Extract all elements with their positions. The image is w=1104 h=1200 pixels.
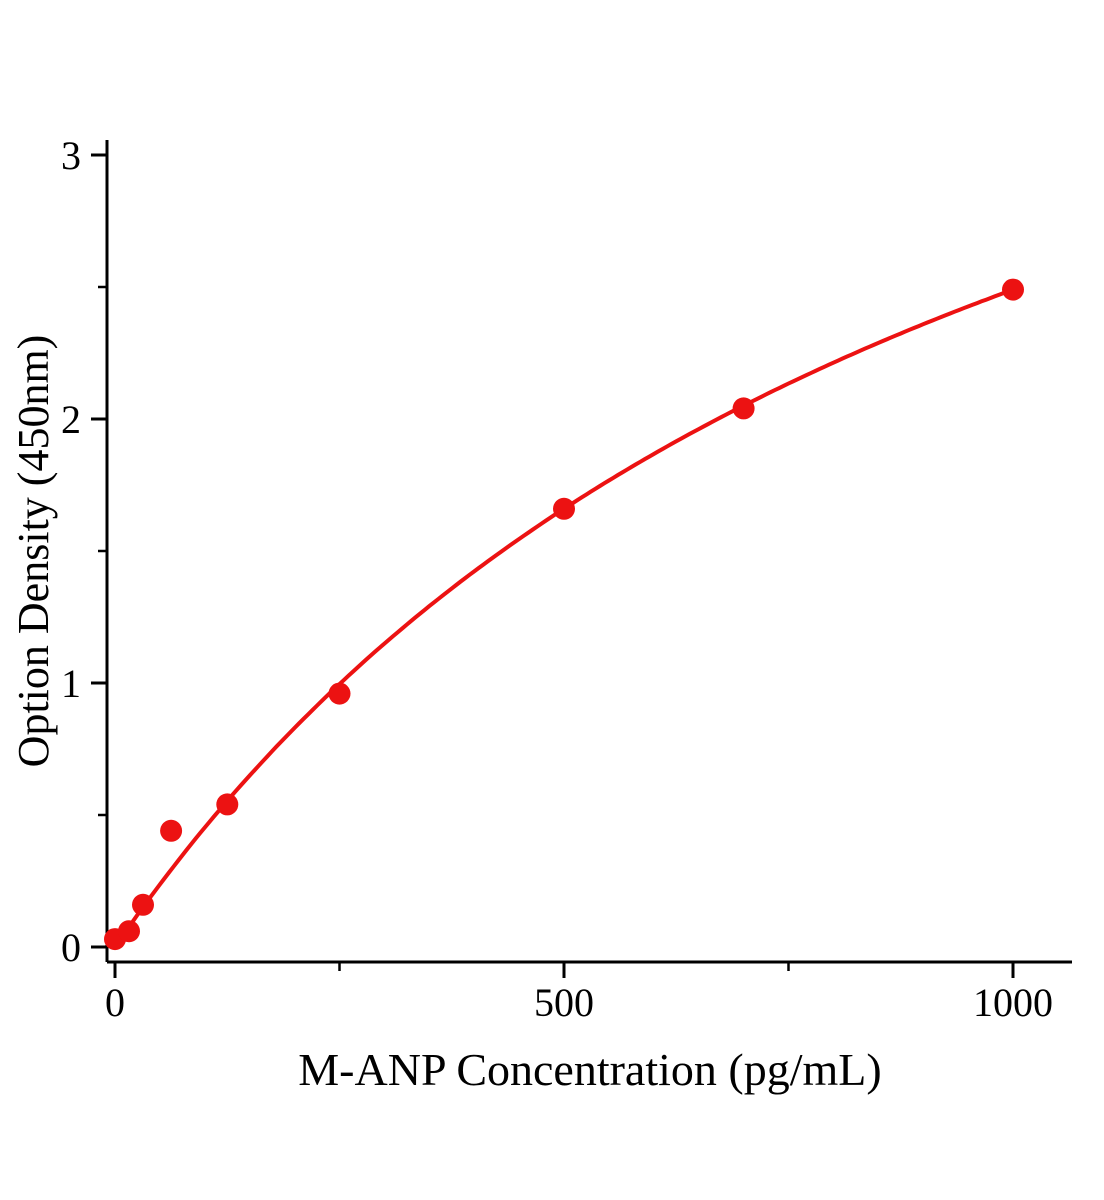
y-tick-label: 1 xyxy=(61,661,81,706)
y-axis-label: Option Density (450nm) xyxy=(9,335,58,768)
data-point xyxy=(160,819,183,842)
x-tick-label: 1000 xyxy=(973,980,1053,1025)
x-axis-label: M-ANP Concentration (pg/mL) xyxy=(298,1044,881,1095)
data-point xyxy=(328,682,351,705)
x-axis: 0 500 1000 xyxy=(105,960,1072,1025)
y-axis: 0 1 2 3 xyxy=(61,133,109,970)
y-tick-label: 0 xyxy=(61,925,81,970)
y-tick-label: 3 xyxy=(61,133,81,178)
data-point xyxy=(118,920,140,943)
data-points xyxy=(104,278,1024,951)
y-tick-label: 2 xyxy=(61,397,81,442)
data-point xyxy=(732,397,755,420)
data-point xyxy=(216,793,239,816)
data-point xyxy=(553,497,575,520)
x-tick-label: 0 xyxy=(105,980,125,1025)
fit-curve xyxy=(113,287,1015,949)
x-tick-label: 500 xyxy=(534,980,594,1025)
plot-area: 0 500 1000 0 1 2 3 xyxy=(61,133,1072,1025)
data-point xyxy=(132,893,154,916)
data-point xyxy=(1002,278,1024,301)
